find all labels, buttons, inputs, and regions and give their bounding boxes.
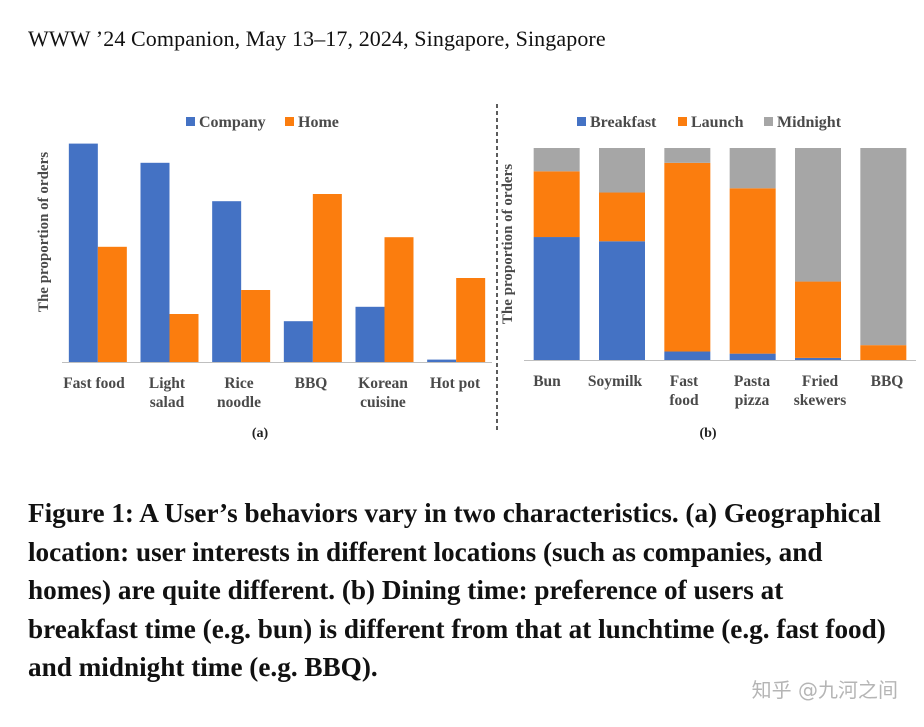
chart-1-tick-label-5-0: BBQ xyxy=(871,373,904,390)
chart-0-tick-label-3-0: BBQ xyxy=(295,375,328,392)
chart-1-tick-label-4-0: Fried xyxy=(802,373,839,390)
chart-1-tick-label-2-1: food xyxy=(669,392,699,409)
chart-1-bar-breakfast-4 xyxy=(795,357,841,360)
chart-1-bar-launch-2 xyxy=(664,162,711,352)
chart-1-legend-swatch-breakfast xyxy=(577,117,586,126)
chart-1-bar-midnight-2 xyxy=(664,148,711,163)
chart-1-legend-swatch-launch xyxy=(678,117,687,126)
chart-0-sublabel: (a) xyxy=(252,426,269,441)
page-header: WWW ’24 Companion, May 13–17, 2024, Sing… xyxy=(28,26,606,51)
chart-0-tick-label-0-0: Fast food xyxy=(63,375,125,392)
chart-0-bar-home-4 xyxy=(384,237,414,362)
chart-0-tick-label-2-0: Rice xyxy=(224,375,253,392)
chart-0-legend-label-home: Home xyxy=(298,114,339,131)
chart-1-bar-breakfast-2 xyxy=(664,351,711,360)
chart-0-legend-swatch-home xyxy=(285,117,294,126)
chart-0-tick-label-4-1: cuisine xyxy=(360,394,406,411)
chart-1-bar-midnight-3 xyxy=(729,148,776,189)
chart-1-bar-breakfast-3 xyxy=(729,353,776,360)
chart-0-bar-company-1 xyxy=(140,162,170,362)
chart-0-tick-label-1-0: Light xyxy=(149,375,186,392)
chart-0-bar-company-3 xyxy=(283,321,313,362)
chart-1-y-axis-label: The proportion of orders xyxy=(500,164,516,324)
chart-0-tick-label-5-0: Hot pot xyxy=(430,375,481,392)
chart-0-bar-company-2 xyxy=(212,201,242,362)
figure-caption: Figure 1: A User’s behaviors vary in two… xyxy=(28,498,886,683)
chart-1-legend-swatch-midnight xyxy=(764,117,773,126)
chart-1-bar-launch-4 xyxy=(795,281,841,358)
chart-1-tick-label-1-0: Soymilk xyxy=(588,373,643,390)
chart-1-bar-launch-3 xyxy=(729,188,776,354)
watermark: 知乎 @九河之间 xyxy=(751,678,898,702)
chart-1-bar-launch-5 xyxy=(860,345,907,360)
chart-0-bar-home-0 xyxy=(97,246,127,362)
chart-1-bar-midnight-0 xyxy=(533,148,580,172)
chart-1-tick-label-4-1: skewers xyxy=(794,392,847,409)
chart-1-bar-midnight-4 xyxy=(795,148,841,282)
chart-0-tick-label-1-1: salad xyxy=(150,394,185,411)
chart-0-bar-home-2 xyxy=(241,290,271,362)
chart-1-tick-label-2-0: Fast xyxy=(670,373,699,390)
chart-0-tick-label-4-0: Korean xyxy=(358,375,408,392)
chart-0-bar-home-3 xyxy=(312,194,342,362)
chart-0-y-axis-label: The proportion of orders xyxy=(36,152,52,312)
chart-1-legend-label-midnight: Midnight xyxy=(777,114,842,131)
chart-0-bar-company-0 xyxy=(68,143,98,362)
chart-1-legend-label-breakfast: Breakfast xyxy=(590,114,657,131)
chart-0-legend-swatch-company xyxy=(186,117,195,126)
chart-1-bar-midnight-5 xyxy=(860,148,907,346)
chart-1-tick-label-3-0: Pasta xyxy=(734,373,770,390)
figure-charts: Fast food Light salad Rice noodle BBQ Korean cu… xyxy=(36,104,916,441)
chart-0-legend-label-company: Company xyxy=(199,114,266,131)
chart-1-bar-midnight-1 xyxy=(599,148,645,193)
chart-1-bar-breakfast-0 xyxy=(533,237,580,360)
chart-1-legend-label-launch: Launch xyxy=(691,114,744,131)
chart-0-tick-label-2-1: noodle xyxy=(217,394,261,411)
chart-0-bar-company-4 xyxy=(355,306,385,362)
chart-0-bar-home-5 xyxy=(456,278,486,362)
chart-1-bar-launch-0 xyxy=(533,171,580,238)
chart-0-bar-home-1 xyxy=(169,314,199,362)
chart-1-sublabel: (b) xyxy=(699,426,716,441)
chart-1-bar-breakfast-1 xyxy=(599,241,645,360)
chart-1-tick-label-0-0: Bun xyxy=(533,373,561,390)
chart-1-bar-launch-1 xyxy=(599,192,645,242)
chart-0-bar-company-5 xyxy=(427,359,457,362)
chart-1-tick-label-3-1: pizza xyxy=(735,392,770,409)
